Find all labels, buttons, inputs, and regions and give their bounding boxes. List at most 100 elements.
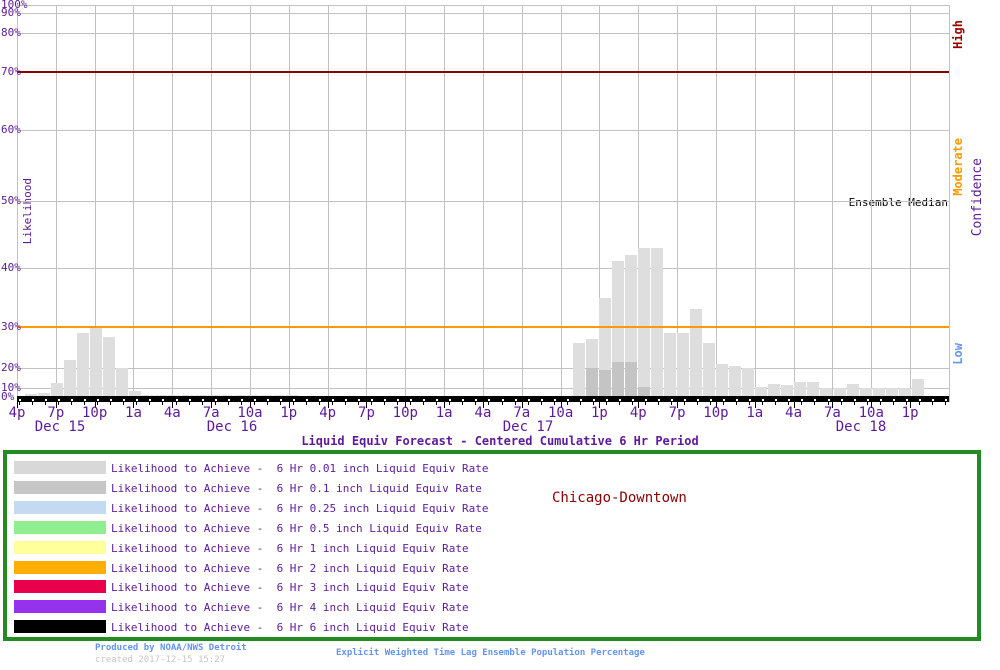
vertical-gridline [211,5,213,402]
labeled-tick [599,402,601,408]
axis-tick-dot [19,399,21,401]
axis-tick-dot [684,399,686,401]
y-tick-label: 10% [1,381,21,394]
axis-tick-dot [814,399,817,401]
hour-tick [162,402,164,405]
legend-swatch [14,500,106,514]
hour-tick [410,402,412,405]
axis-tick-dot [110,399,113,401]
x-tick-label: 10a [237,405,263,421]
axis-tick-dot [749,399,752,401]
likelihood-bar-0.1in [624,361,637,402]
vertical-gridline [327,5,329,402]
axis-tick-dot [149,399,152,401]
axis-tick-dot [84,399,87,401]
labeled-tick [288,402,290,408]
labeled-tick [327,402,329,408]
hour-tick [788,402,790,405]
x-tick-label: 7a [823,405,841,421]
labeled-tick [55,402,57,408]
legend-swatch [14,461,106,474]
labeled-tick [638,402,640,408]
labeled-tick [715,402,717,408]
x-tick-label: 1a [435,405,453,421]
likelihood-bar-0.01in [716,363,729,402]
hour-tick [579,402,581,405]
hour-tick [462,402,464,405]
x-tick-label: 1p [901,405,919,421]
axis-tick-dot [501,399,504,401]
hour-tick [866,402,868,405]
labeled-tick [366,402,368,408]
x-tick-label: 10p [392,405,418,421]
axis-tick-dot [371,399,374,401]
hour-tick [188,402,190,405]
footer-created-timestamp: created 2017-12-15 15:27 [95,655,226,665]
hour-tick [540,402,542,405]
labeled-tick [405,402,407,408]
likelihood-bar-0.01in [77,333,90,402]
labeled-tick [832,402,834,408]
hour-tick [762,402,764,405]
legend-row: Likelihood to Achieve - 6 Hr 0.5 inch Li… [7,520,977,535]
hour-tick [527,402,529,405]
vertical-gridline [832,5,834,402]
hour-tick [19,402,20,405]
vertical-gridline [366,5,368,402]
hour-tick [905,402,907,405]
axis-tick-dot [840,399,843,401]
labeled-tick [444,402,446,408]
axis-tick-dot [631,399,634,401]
y-axis-title: Likelihood [21,178,34,245]
hour-tick [214,402,216,405]
labeled-tick [211,402,213,408]
labeled-tick [754,402,756,408]
axis-tick-dot [345,399,347,401]
vertical-gridline [55,5,57,402]
axis-tick-dot [449,399,452,401]
hour-tick [553,402,555,405]
vertical-gridline [521,5,523,402]
hour-tick [384,402,386,405]
hour-tick [123,402,125,405]
axis-tick-dot [488,399,491,401]
x-tick-label: 4p [629,405,647,421]
labeled-tick [482,402,484,408]
axis-tick-dot [475,399,478,401]
legend-swatch [14,560,106,574]
axis-tick-dot [123,399,126,401]
legend-row: Likelihood to Achieve - 6 Hr 0.25 inch L… [7,500,977,515]
x-date-label: Dec 16 [206,419,258,435]
axis-tick-dot [292,399,295,401]
vertical-gridline [94,5,96,402]
axis-tick-dot [775,399,778,401]
likelihood-bar-0.01in [664,333,676,402]
hour-tick [566,402,568,405]
axis-tick-dot [45,399,48,401]
hour-tick [944,402,946,405]
x-tick-label: 4a [474,405,492,421]
y-tick-label: 60% [1,123,21,136]
axis-tick-dot [892,399,895,401]
hour-tick [697,402,699,405]
likelihood-bar-0.01in [637,247,650,402]
legend-row: Likelihood to Achieve - 6 Hr 0.1 inch Li… [7,480,977,495]
hour-tick [501,402,503,405]
axis-tick-dot [71,399,74,401]
hour-tick [175,402,177,405]
hour-tick [631,402,633,405]
legend-row: Likelihood to Achieve - 6 Hr 6 inch Liqu… [7,620,977,634]
footer-method: Explicit Weighted Time Lag Ensemble Popu… [336,648,645,658]
hour-tick [449,402,451,405]
axis-tick-dot [527,399,530,401]
axis-tick-dot [788,399,791,401]
hour-tick [266,402,268,405]
axis-tick-dot [305,399,308,401]
y-tick-label: 70% [1,65,21,78]
axis-tick-dot [423,399,426,401]
x-date-label: Dec 17 [502,419,554,435]
hour-tick [84,402,86,405]
labeled-tick [172,402,174,408]
hour-tick [853,402,855,405]
hour-tick [32,402,33,405]
